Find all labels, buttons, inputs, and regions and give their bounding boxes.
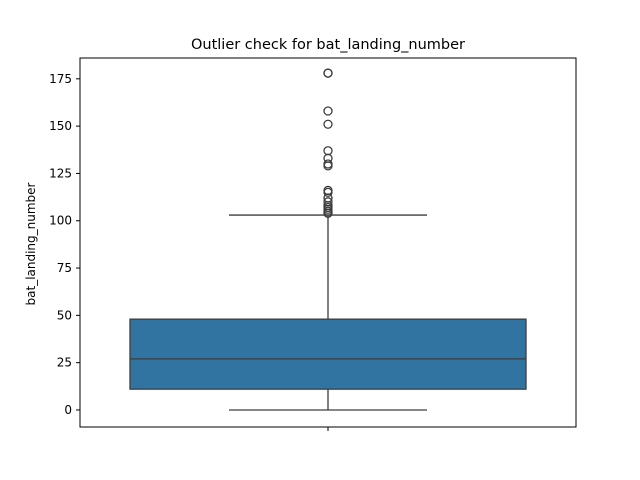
y-tick-label-75: 75 (57, 261, 72, 275)
y-tick-label-25: 25 (57, 356, 72, 370)
outlier-point-7 (323, 197, 333, 207)
outlier-point-15 (323, 119, 333, 129)
y-tick-label-50: 50 (57, 308, 72, 322)
y-tick-label-150: 150 (49, 119, 72, 133)
outlier-point-14 (323, 146, 333, 156)
chart-title: Outlier check for bat_landing_number (191, 37, 465, 53)
y-axis-label: bat_landing_number (24, 182, 38, 305)
outlier-point-16 (323, 106, 333, 116)
y-tick-label-175: 175 (49, 72, 72, 86)
iqr-box (129, 318, 527, 390)
y-tick-label-100: 100 (49, 214, 72, 228)
y-tick-label-0: 0 (64, 403, 72, 417)
outlier-point-13 (323, 153, 333, 163)
outlier-point-12 (323, 159, 333, 169)
outlier-point-10 (323, 185, 333, 196)
y-tick-label-125: 125 (49, 166, 72, 180)
plot-area: 0 25 50 75 100 125 150 175 (49, 57, 577, 431)
outlier-point-18 (323, 68, 333, 78)
